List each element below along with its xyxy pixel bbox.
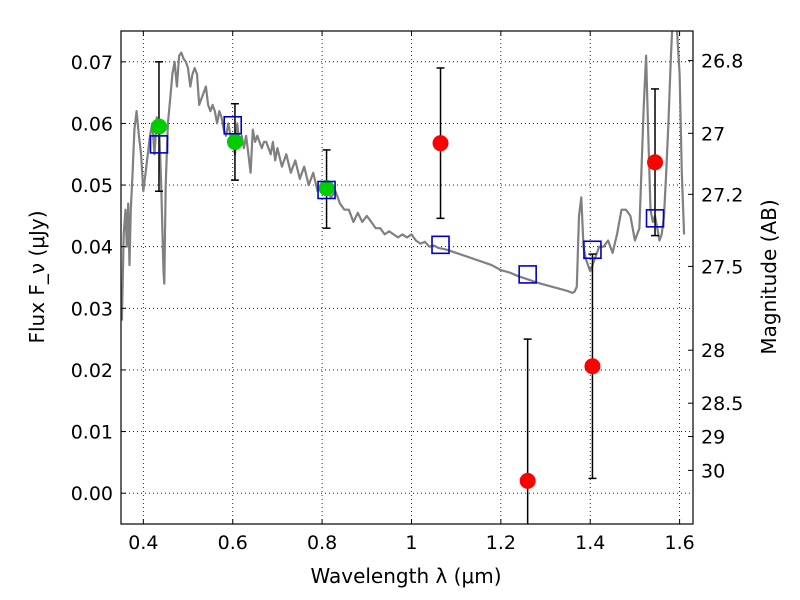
green-data-point <box>226 133 243 150</box>
model-photometry-square <box>149 135 169 154</box>
red-data-point <box>519 472 536 489</box>
x-tick-label: 1 <box>405 532 417 554</box>
green-data-point <box>318 180 335 197</box>
y-tick-label: 0.03 <box>71 298 113 320</box>
model-photometry-square <box>518 265 537 284</box>
y2-tick-label: 28 <box>701 340 725 362</box>
model-photometry-square <box>431 235 450 255</box>
y2-axis-label: Magnitude (AB) <box>757 199 781 354</box>
y2-tick-label: 30 <box>701 460 725 482</box>
y-axis-label: Flux F_ν (μJy) <box>25 210 49 343</box>
model-photometry-square <box>645 209 665 228</box>
y-tick-label: 0.06 <box>71 113 113 135</box>
model-spectrum-line <box>121 31 686 321</box>
x-tick-label: 0.6 <box>218 532 248 554</box>
y-tick-label: 0.01 <box>71 422 113 444</box>
y2-tick-label: 29 <box>701 426 725 448</box>
plot-area <box>121 31 686 524</box>
red-data-point <box>432 135 449 152</box>
red-data-point <box>647 154 664 171</box>
y2-tick-label: 26.8 <box>701 51 743 73</box>
y2-tick-label: 28.5 <box>701 393 743 415</box>
y-tick-label: 0.05 <box>71 175 113 197</box>
red-data-point <box>584 358 601 375</box>
x-tick-label: 1.2 <box>486 532 516 554</box>
y2-tick-label: 27 <box>701 123 725 145</box>
x-axis-label: Wavelength λ (μm) <box>310 564 501 588</box>
plot-frame <box>120 30 694 525</box>
x-tick-label: 1.4 <box>575 532 605 554</box>
x-tick-label: 0.4 <box>128 532 158 554</box>
model-photometry-square <box>583 240 602 260</box>
model-photometry-square <box>317 180 336 200</box>
model-photometry-square <box>223 115 243 135</box>
y-tick-label: 0.00 <box>71 483 113 505</box>
y-tick-label: 0.04 <box>71 237 113 259</box>
x-tick-label: 1.6 <box>664 532 694 554</box>
y-tick-label: 0.07 <box>71 52 113 74</box>
y2-tick-label: 27.2 <box>701 184 743 206</box>
axes: 0.4 0.6 0.8 1 1.2 1.4 1.6 0.00 0.01 0.02 0.03 0.04 0… <box>71 31 743 554</box>
x-tick-label: 0.8 <box>307 532 337 554</box>
y2-tick-label: 27.5 <box>701 256 743 278</box>
green-data-point <box>150 118 167 135</box>
y-tick-label: 0.02 <box>71 360 113 382</box>
